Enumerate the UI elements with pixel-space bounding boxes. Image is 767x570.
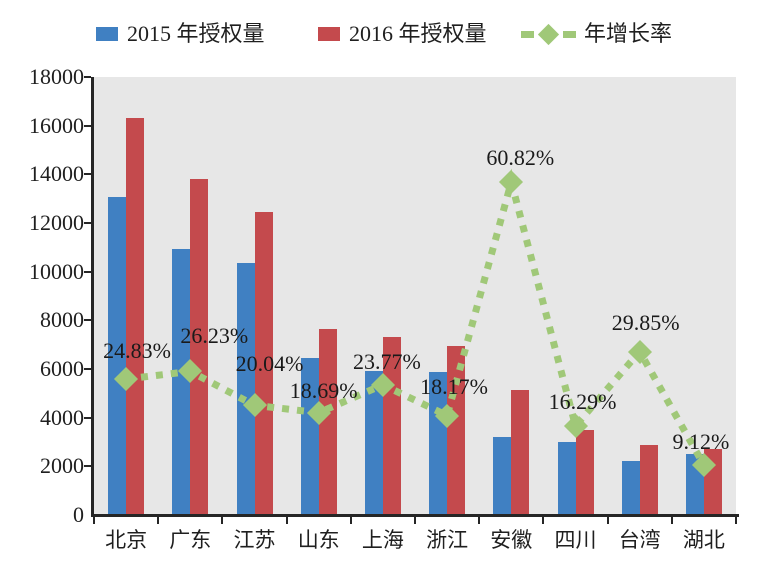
bar-2015 [108,197,127,515]
bar-2016 [639,445,658,515]
legend-label-2015: 2015 年授权量 [127,21,265,46]
bar-2015 [557,442,576,515]
legend-growth-marker-icon [521,23,576,45]
growth-point-label: 60.82% [486,145,555,170]
growth-point-label: 29.85% [611,309,680,335]
growth-point-label: 26.23% [180,323,249,349]
x-axis-category-label: 四川 [554,528,597,552]
growth-point-label: 16.29% [548,388,617,414]
y-axis-tick [84,319,91,322]
x-axis-category-label: 广东 [169,528,212,552]
growth-line-layer [125,168,707,467]
x-axis-tick [606,517,609,524]
legend-label-growth: 年增长率 [584,21,673,46]
y-axis-tick [84,124,91,127]
y-axis-tick [84,465,91,468]
bar-2016 [318,328,337,515]
x-axis-category-label: 台湾 [618,528,661,552]
bar-2015 [236,262,255,515]
x-axis-tick [285,517,288,524]
x-axis-tick [478,517,481,524]
growth-point-label: 23.77% [352,348,421,374]
bar-2016 [511,390,530,515]
x-axis-category-label: 安徽 [490,528,533,552]
x-axis-tick [157,517,160,524]
growth-point-label: 24.83% [103,338,172,364]
y-axis-tick-label: 4000 [40,404,84,430]
y-axis-tick [84,76,91,78]
legend-swatch-2016-icon [318,27,340,41]
x-axis-category-label: 江苏 [233,528,276,552]
growth-point-label: 18.69% [289,377,358,403]
growth-point-label: 9.12% [672,429,730,455]
legend-item-2015: 2015 年授权量 [96,20,265,48]
x-axis-category-label: 上海 [361,528,404,552]
bar-2016 [254,212,273,515]
y-axis-line [91,77,94,517]
y-axis-tick [84,173,91,176]
x-axis-tick [542,517,545,524]
legend-item-2016: 2016 年授权量 [318,20,487,48]
bar-2016 [126,118,145,515]
x-axis-tick [670,517,673,524]
x-axis-category-label: 湖北 [682,528,725,552]
growth-point-label: 18.17% [420,373,489,399]
legend-swatch-2015-icon [96,27,118,41]
y-axis-tick [84,222,91,224]
y-axis-tick-label: 0 [73,502,84,527]
bar-2015 [364,371,383,515]
bar-2016 [447,345,466,515]
x-axis-tick [349,517,352,524]
y-axis-tick-label: 8000 [40,307,84,333]
x-axis-tick [93,517,95,524]
bar-2016 [575,430,594,515]
growth-line [125,168,707,467]
bar-2015 [172,249,191,515]
x-axis-category-label: 北京 [105,528,148,552]
y-axis-tick-label: 14000 [29,161,84,187]
x-axis-category-label: 浙江 [426,528,469,552]
legend-item-growth: 年增长率 [521,20,672,48]
bar-2015 [300,358,319,515]
y-axis-tick-label: 12000 [29,210,84,235]
x-axis-line [91,514,739,517]
y-axis-tick-label: 2000 [40,453,84,479]
x-axis-category-label: 山东 [297,528,340,552]
bar-2016 [190,179,209,515]
y-axis-tick [84,270,91,273]
y-axis-tick-label: 10000 [29,258,84,284]
x-axis-tick [221,517,224,524]
y-axis-tick-label: 6000 [40,356,84,381]
bar-2015 [493,437,512,515]
y-axis-tick-label: 16000 [29,112,84,138]
x-axis-tick [735,517,737,524]
y-axis-tick [84,416,91,419]
y-axis-tick [84,368,91,370]
y-axis-tick-label: 18000 [29,64,84,89]
legend-label-2016: 2016 年授权量 [349,21,487,46]
bar-2015 [621,461,640,515]
x-axis-tick [414,517,416,524]
growth-point-label: 20.04% [235,351,304,377]
